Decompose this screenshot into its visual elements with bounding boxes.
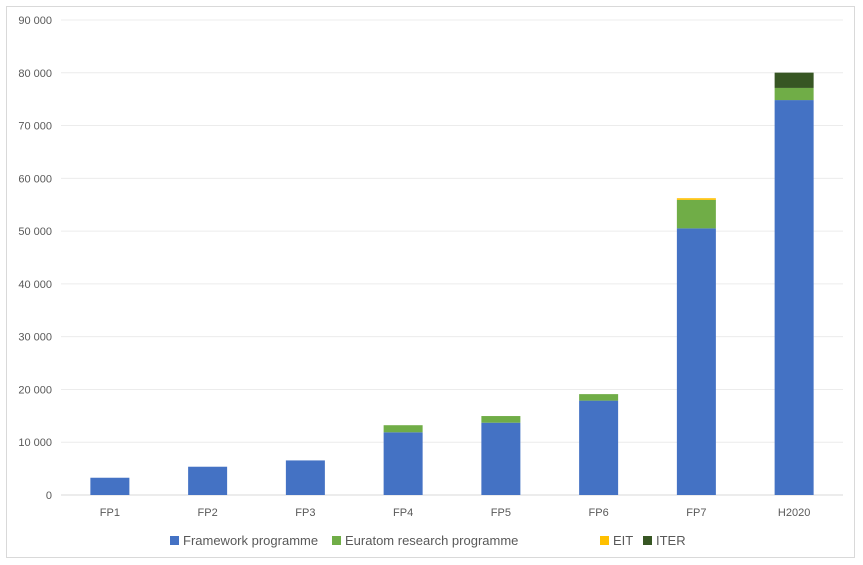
bar-fp2-series-0 bbox=[188, 466, 228, 495]
x-tick-label: FP5 bbox=[491, 507, 511, 519]
bar-fp1-series-0 bbox=[90, 477, 130, 495]
bar-fp5-series-1 bbox=[481, 416, 521, 423]
bar-fp6-series-0 bbox=[579, 400, 619, 495]
legend-label: Framework programme bbox=[183, 533, 318, 548]
bar-fp7-series-1 bbox=[676, 199, 716, 229]
legend-swatch bbox=[600, 536, 609, 545]
y-tick-label: 70 000 bbox=[18, 121, 52, 133]
y-tick-label: 60 000 bbox=[18, 173, 52, 185]
y-tick-label: 50 000 bbox=[18, 226, 52, 238]
x-tick-label: H2020 bbox=[778, 507, 810, 519]
legend-swatch bbox=[170, 536, 179, 545]
bar-fp3-series-0 bbox=[285, 460, 325, 495]
x-tick-label: FP1 bbox=[100, 507, 120, 519]
bar-fp7-series-2 bbox=[676, 198, 716, 200]
x-tick-label: FP4 bbox=[393, 507, 413, 519]
y-tick-label: 20 000 bbox=[18, 384, 52, 396]
y-tick-label: 0 bbox=[46, 490, 52, 502]
bar-fp5-series-0 bbox=[481, 422, 521, 495]
legend-swatch bbox=[332, 536, 341, 545]
bar-fp6-series-1 bbox=[579, 394, 619, 401]
chart-frame bbox=[6, 6, 855, 558]
y-tick-label: 10 000 bbox=[18, 437, 52, 449]
x-tick-label: FP2 bbox=[198, 507, 218, 519]
legend-label: EIT bbox=[613, 533, 633, 548]
legend-label: ITER bbox=[656, 533, 686, 548]
x-tick-label: FP6 bbox=[589, 507, 609, 519]
x-tick-label: FP7 bbox=[686, 507, 706, 519]
bar-h2020-series-3 bbox=[774, 72, 814, 88]
y-tick-label: 40 000 bbox=[18, 279, 52, 291]
y-tick-label: 80 000 bbox=[18, 68, 52, 80]
legend-swatch bbox=[643, 536, 652, 545]
x-tick-label: FP3 bbox=[295, 507, 315, 519]
y-tick-label: 90 000 bbox=[18, 15, 52, 27]
bar-fp7-series-0 bbox=[676, 228, 716, 495]
bar-fp4-series-0 bbox=[383, 432, 423, 495]
bar-h2020-series-1 bbox=[774, 87, 814, 101]
y-tick-label: 30 000 bbox=[18, 332, 52, 344]
legend-label: Euratom research programme bbox=[345, 533, 518, 548]
bar-fp4-series-1 bbox=[383, 425, 423, 433]
bar-h2020-series-0 bbox=[774, 100, 814, 495]
